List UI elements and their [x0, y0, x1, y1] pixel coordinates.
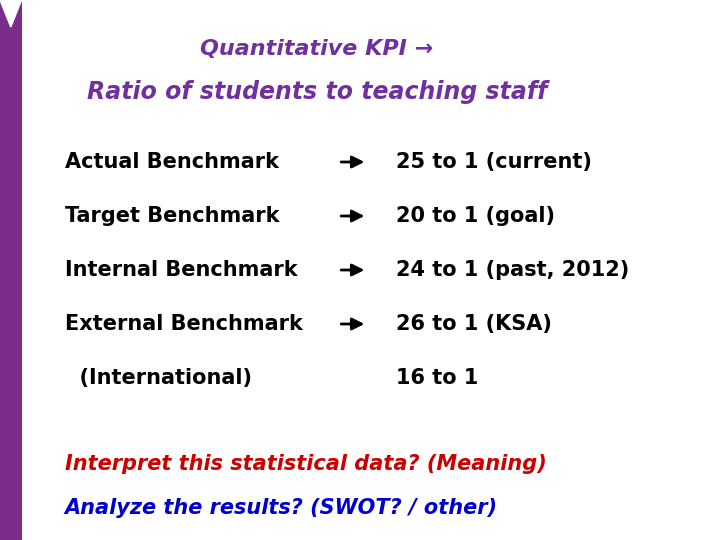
Bar	[0, 0, 22, 540]
Text: Quantitative KPI →: Quantitative KPI →	[200, 38, 433, 59]
Text: 20 to 1 (goal): 20 to 1 (goal)	[396, 206, 555, 226]
Text: 24 to 1 (past, 2012): 24 to 1 (past, 2012)	[396, 260, 629, 280]
Text: 16 to 1: 16 to 1	[396, 368, 478, 388]
Text: 26 to 1 (KSA): 26 to 1 (KSA)	[396, 314, 552, 334]
Text: (International): (International)	[65, 368, 252, 388]
Text: Interpret this statistical data? (Meaning): Interpret this statistical data? (Meanin…	[65, 454, 546, 475]
Text: External Benchmark: External Benchmark	[65, 314, 302, 334]
Text: Internal Benchmark: Internal Benchmark	[65, 260, 297, 280]
Text: Analyze the results? (SWOT? / other): Analyze the results? (SWOT? / other)	[65, 497, 498, 518]
Text: Target Benchmark: Target Benchmark	[65, 206, 279, 226]
Polygon shape	[0, 0, 22, 27]
Text: Actual Benchmark: Actual Benchmark	[65, 152, 279, 172]
Text: 25 to 1 (current): 25 to 1 (current)	[396, 152, 592, 172]
Text: Ratio of students to teaching staff: Ratio of students to teaching staff	[86, 80, 547, 104]
